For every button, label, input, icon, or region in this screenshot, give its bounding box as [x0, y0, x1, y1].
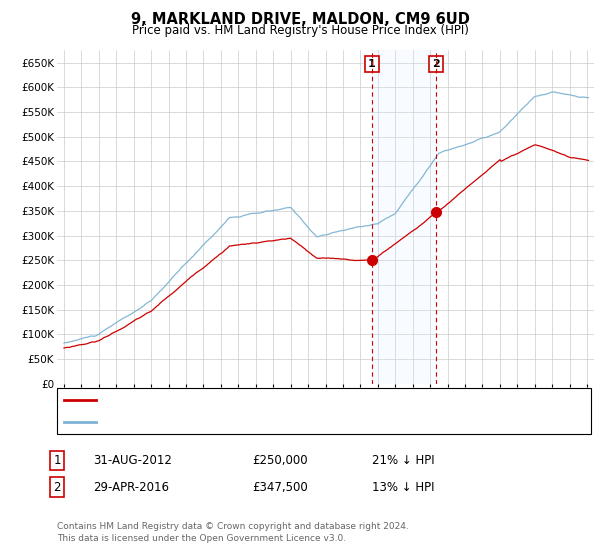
Text: Price paid vs. HM Land Registry's House Price Index (HPI): Price paid vs. HM Land Registry's House … — [131, 24, 469, 36]
Text: Contains HM Land Registry data © Crown copyright and database right 2024.: Contains HM Land Registry data © Crown c… — [57, 522, 409, 531]
Text: £347,500: £347,500 — [252, 480, 308, 494]
Text: 29-APR-2016: 29-APR-2016 — [93, 480, 169, 494]
Text: This data is licensed under the Open Government Licence v3.0.: This data is licensed under the Open Gov… — [57, 534, 346, 543]
Bar — [372, 50, 436, 384]
Text: 13% ↓ HPI: 13% ↓ HPI — [372, 480, 434, 494]
Text: HPI: Average price, detached house, Maldon: HPI: Average price, detached house, Mald… — [102, 417, 349, 427]
Text: 9, MARKLAND DRIVE, MALDON, CM9 6UD (detached house): 9, MARKLAND DRIVE, MALDON, CM9 6UD (deta… — [102, 395, 434, 405]
Text: £250,000: £250,000 — [252, 454, 308, 467]
Text: 21% ↓ HPI: 21% ↓ HPI — [372, 454, 434, 467]
Text: 2: 2 — [432, 59, 440, 69]
Text: 31-AUG-2012: 31-AUG-2012 — [93, 454, 172, 467]
Text: 1: 1 — [53, 454, 61, 467]
Text: 2: 2 — [53, 480, 61, 494]
Text: 1: 1 — [368, 59, 376, 69]
Text: 9, MARKLAND DRIVE, MALDON, CM9 6UD: 9, MARKLAND DRIVE, MALDON, CM9 6UD — [131, 12, 469, 27]
